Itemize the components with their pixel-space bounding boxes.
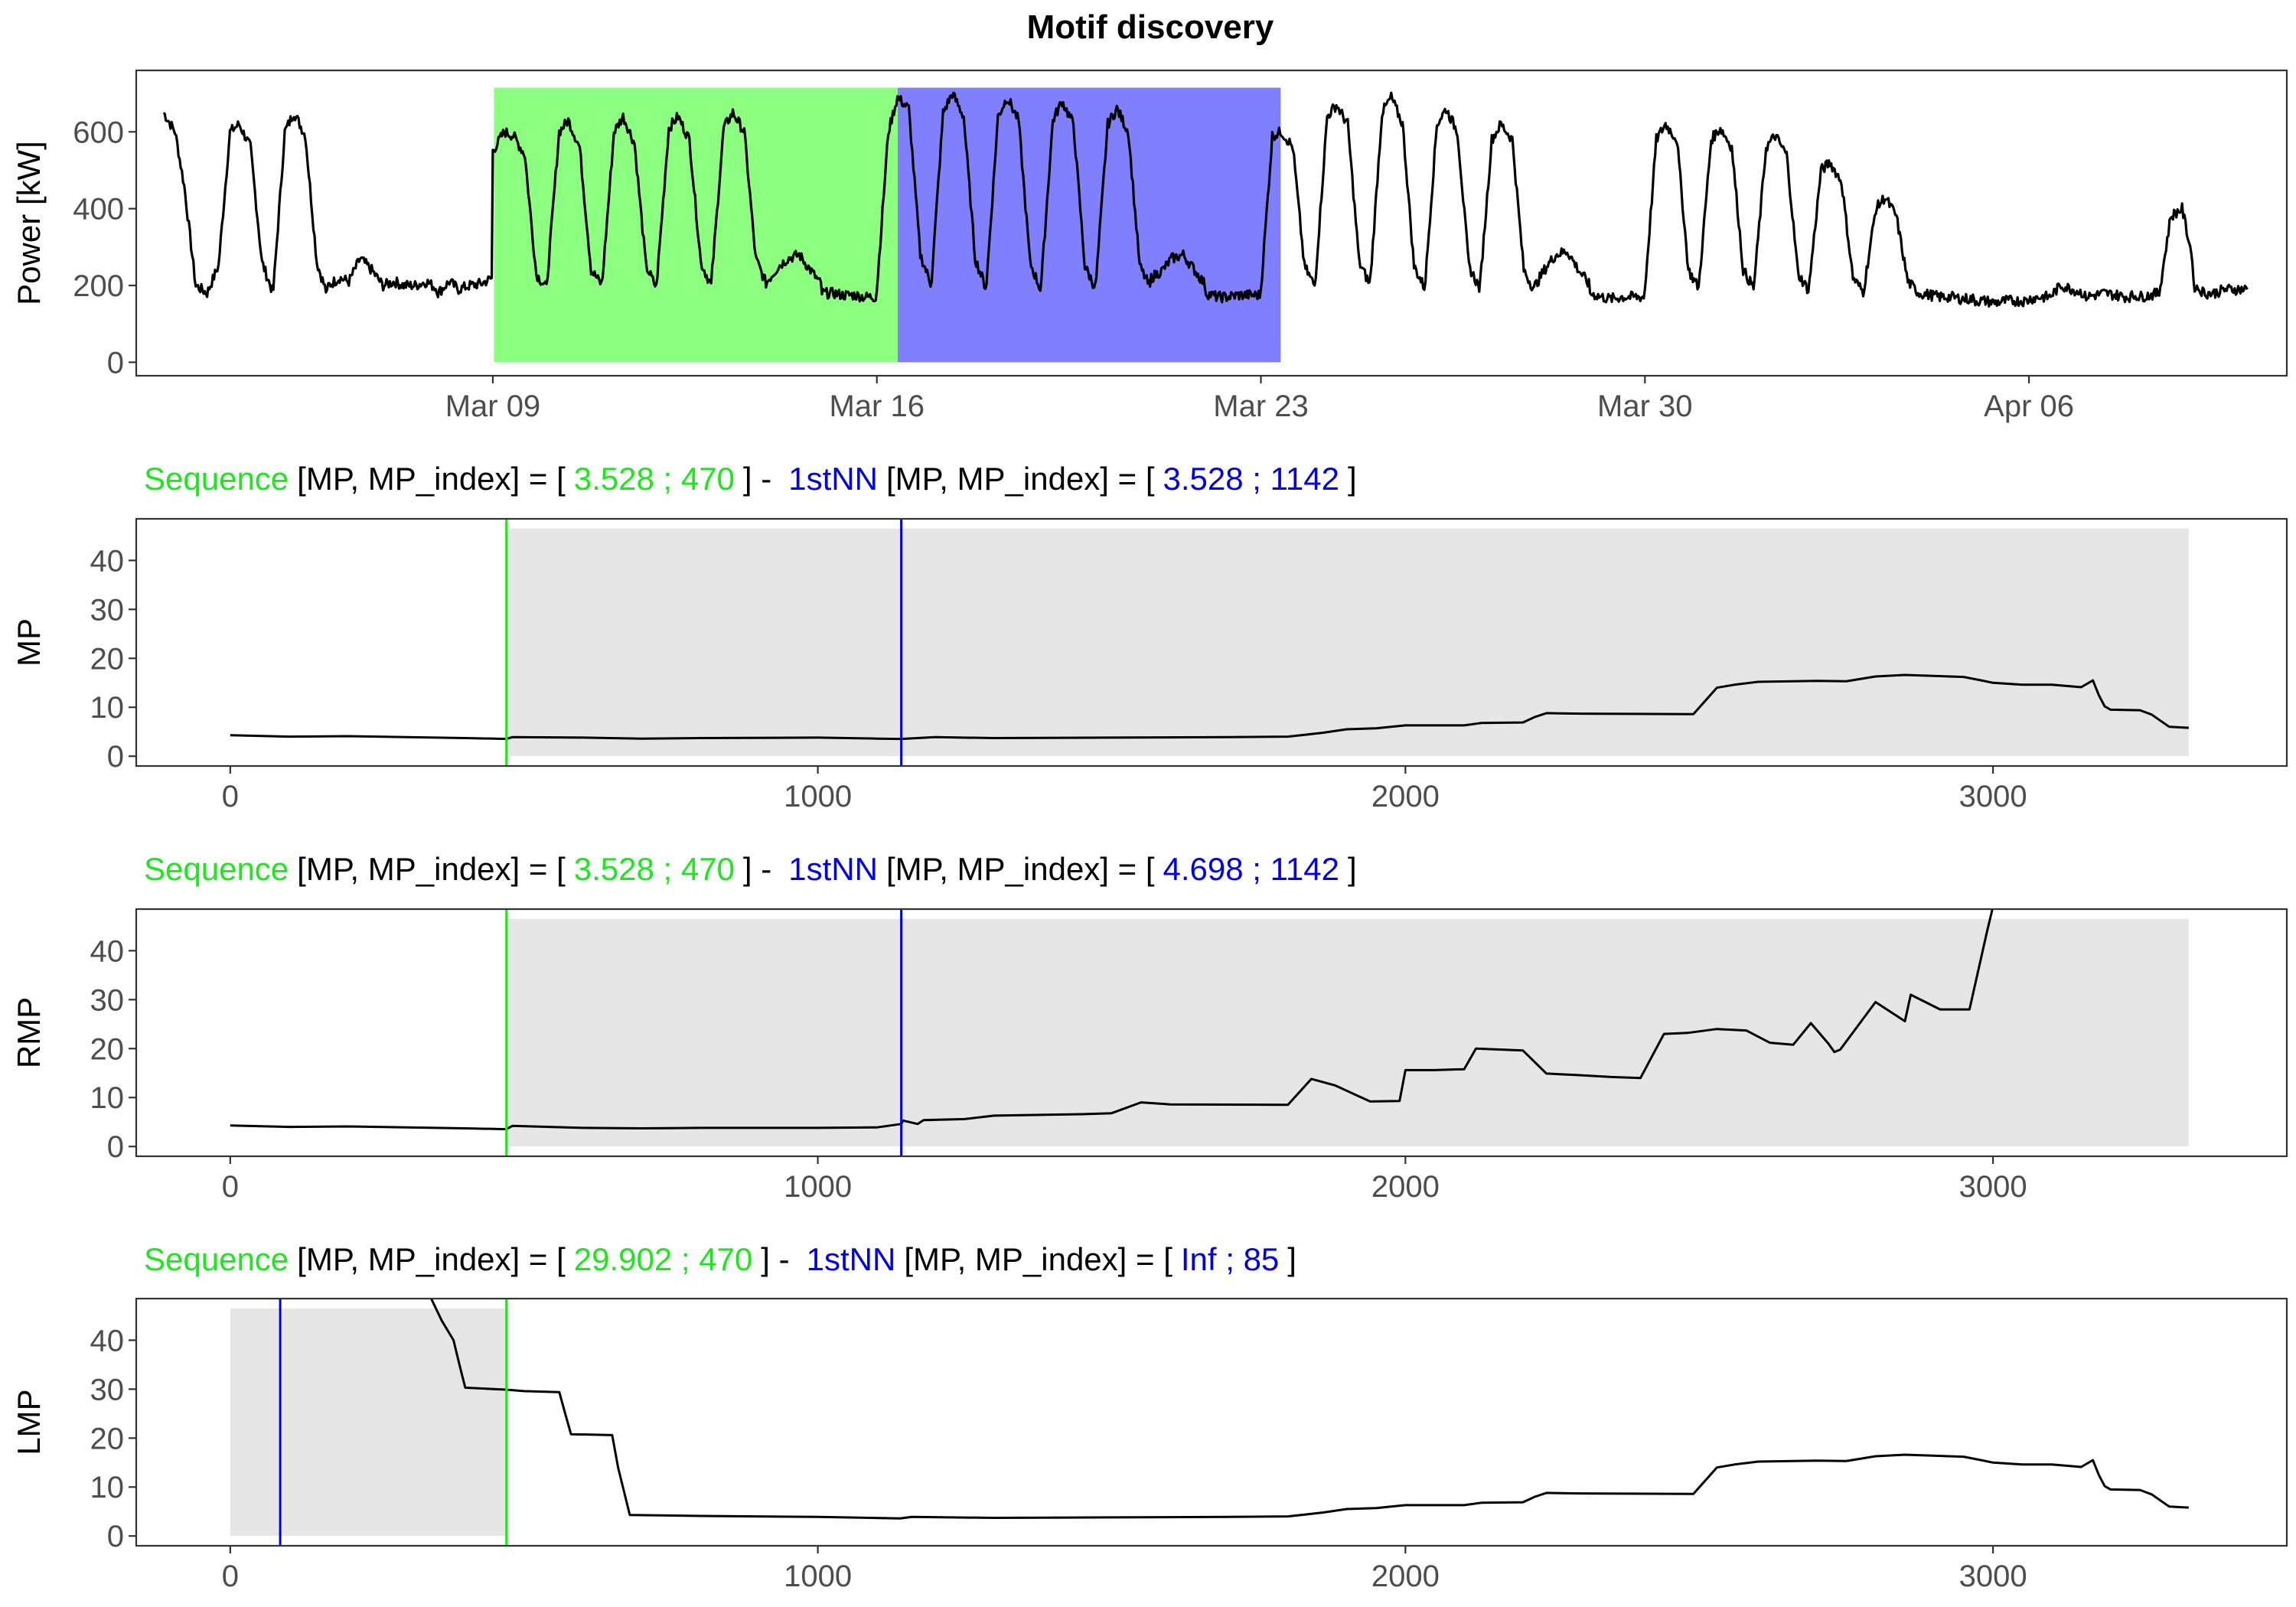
y-tick-label: 10	[90, 691, 125, 725]
x-tick-label: 3000	[1959, 1170, 2027, 1204]
lmp-series-line	[429, 1299, 2189, 1520]
sequence-values: 3.528 ; 470	[574, 851, 735, 887]
x-tick-label: 1000	[784, 1560, 852, 1593]
rmp-series-line	[230, 909, 1994, 1131]
power-series-line	[162, 91, 2249, 308]
y-axis-label: Power [kW]	[11, 141, 47, 305]
sequence-label: Sequence	[144, 851, 289, 887]
y-axis-label: RMP	[11, 997, 47, 1068]
x-tick-label: 0	[222, 780, 239, 813]
x-tick-label: Apr 06	[1984, 390, 2074, 423]
panel-power: 0 200 400 600 Mar 09 Mar 16 Mar 23 Mar 30 Apr 06…	[11, 69, 2288, 423]
y-tick-label: 0	[107, 1130, 124, 1164]
y-tick-label: 40	[90, 544, 125, 578]
sequence-values: 29.902 ; 470	[574, 1241, 753, 1277]
subtitle-text: [MP, MP_index] = [	[297, 461, 566, 497]
x-tick-label: Mar 30	[1597, 390, 1693, 423]
y-tick-label: 30	[90, 1373, 125, 1407]
panel-subtitle: Sequence [MP, MP_index] = [29.902 ; 470] …	[144, 1241, 1296, 1277]
y-tick-label: 10	[90, 1471, 125, 1504]
panel-border	[135, 69, 2288, 377]
nn-label: 1stNN	[807, 1241, 896, 1277]
chart-title: Motif discovery	[1027, 8, 1274, 46]
subtitle-text: [MP, MP_index] = [	[297, 1241, 566, 1277]
y-tick-label: 30	[90, 983, 125, 1017]
search-region-shade	[230, 1308, 507, 1537]
subtitle-text: ]	[1348, 851, 1357, 887]
y-tick-label: 20	[90, 1422, 125, 1455]
nn-values: 4.698 ; 1142	[1163, 851, 1339, 887]
panel-subtitle: Sequence [MP, MP_index] = [3.528 ; 470] -…	[144, 461, 1357, 497]
y-axis-label: MP	[11, 618, 47, 667]
nn-label: 1stNN	[788, 461, 878, 497]
subtitle-text: ] -	[743, 851, 771, 887]
y-tick-label: 200	[73, 269, 124, 303]
y-tick-label: 40	[90, 1324, 125, 1358]
x-tick-label: 0	[222, 1170, 239, 1204]
x-tick-label: 3000	[1959, 780, 2027, 813]
nn-highlight-band	[897, 87, 1281, 363]
x-tick-label: 3000	[1959, 1560, 2027, 1593]
sequence-label: Sequence	[144, 1241, 289, 1277]
y-tick-label: 40	[90, 934, 125, 968]
panel-border	[135, 1297, 2288, 1547]
y-tick-label: 0	[107, 1520, 124, 1553]
x-tick-label: 0	[222, 1560, 239, 1593]
x-tick-label: Mar 09	[445, 390, 541, 423]
mp-series-line	[230, 673, 2189, 741]
y-axis-label: LMP	[11, 1389, 47, 1455]
y-tick-label: 20	[90, 1032, 125, 1066]
x-tick-label: 2000	[1371, 1560, 1440, 1593]
nn-values: 3.528 ; 1142	[1163, 461, 1339, 497]
y-tick-label: 30	[90, 593, 125, 627]
x-tick-label: 1000	[784, 780, 852, 813]
subtitle-text: ] -	[743, 461, 771, 497]
panel-border	[135, 908, 2288, 1158]
y-tick-label: 0	[107, 740, 124, 774]
search-region-shade	[506, 918, 2189, 1147]
subtitle-text: [MP, MP_index] = [	[886, 851, 1155, 887]
y-tick-label: 0	[107, 346, 124, 380]
panel-border	[135, 517, 2288, 768]
subtitle-text: [MP, MP_index] = [	[886, 461, 1155, 497]
y-tick-label: 20	[90, 642, 125, 676]
x-tick-label: Mar 23	[1213, 390, 1309, 423]
subtitle-text: ]	[1348, 461, 1357, 497]
x-tick-label: 2000	[1371, 780, 1440, 813]
x-tick-label: 2000	[1371, 1170, 1440, 1204]
x-tick-label: 1000	[784, 1170, 852, 1204]
search-region-shade	[506, 528, 2189, 757]
sequence-values: 3.528 ; 470	[574, 461, 735, 497]
y-tick-label: 600	[73, 116, 124, 149]
nn-label: 1stNN	[788, 851, 878, 887]
subtitle-text: ] -	[761, 1241, 789, 1277]
subtitle-text: [MP, MP_index] = [	[904, 1241, 1172, 1277]
panel-subtitle: Sequence [MP, MP_index] = [3.528 ; 470] -…	[144, 851, 1357, 887]
nn-values: Inf ; 85	[1181, 1241, 1279, 1277]
y-tick-label: 400	[73, 193, 124, 227]
subtitle-text: ]	[1287, 1241, 1296, 1277]
sequence-label: Sequence	[144, 461, 289, 497]
x-tick-label: Mar 16	[829, 390, 925, 423]
y-tick-label: 10	[90, 1081, 125, 1115]
subtitle-text: [MP, MP_index] = [	[297, 851, 566, 887]
